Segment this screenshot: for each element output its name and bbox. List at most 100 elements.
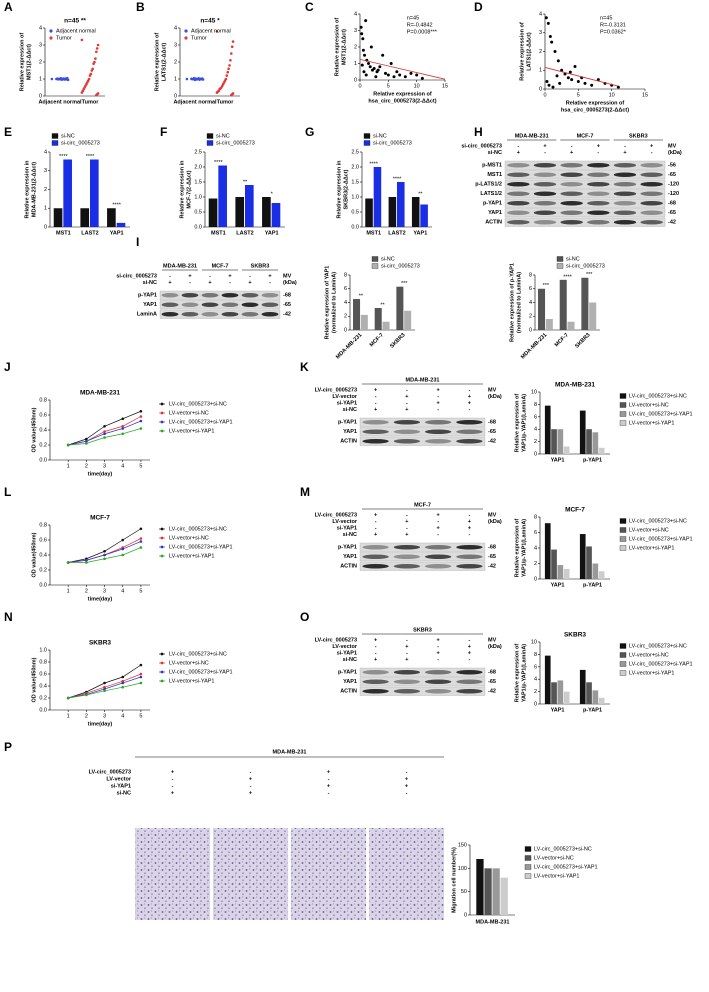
y-tick-label: 0.2 <box>39 442 47 448</box>
band-label: MST1 <box>487 172 502 178</box>
treatment-sign: + <box>248 280 251 286</box>
x-tick-label: MST1 <box>56 230 71 236</box>
bar <box>544 655 551 704</box>
annotation: R=-0.3131 <box>600 22 626 28</box>
data-point <box>556 59 560 63</box>
blot-band <box>425 554 452 560</box>
trendline <box>359 58 446 80</box>
y-tick-label: 4 <box>44 149 47 155</box>
data-point <box>415 73 419 77</box>
blot-band <box>560 219 583 225</box>
treatment-sign: - <box>189 280 191 286</box>
x-tick-label: 5 <box>139 588 142 594</box>
blot-strip <box>359 686 486 696</box>
treatment-sign: + <box>374 387 377 393</box>
data-point <box>403 75 407 79</box>
blot-band <box>456 429 483 435</box>
data-point <box>551 85 555 89</box>
data-point <box>85 439 88 443</box>
chart-title: SKBR3 <box>564 632 586 639</box>
band-mw: -65 <box>488 554 496 560</box>
legend-swatch <box>619 652 627 658</box>
panel-letter: C <box>305 0 314 14</box>
bar <box>90 159 99 227</box>
bar <box>107 208 116 227</box>
blot-strip <box>359 667 486 677</box>
x-tick-label: 10 <box>609 92 615 98</box>
migration-image <box>369 828 444 920</box>
significance: **** <box>393 176 402 182</box>
treatment-sign: - <box>468 387 470 393</box>
bar <box>567 321 575 330</box>
band-mw: -68 <box>488 420 496 426</box>
legend-marker <box>160 420 164 424</box>
y-tick-label: 0.8 <box>39 522 47 528</box>
bar <box>538 288 546 330</box>
legend-label: si-NC <box>373 133 387 139</box>
bar <box>218 165 227 227</box>
band-label: p-MST1 <box>482 163 502 169</box>
migration-image <box>135 828 210 920</box>
cell-line: MDA-MB-231 <box>406 377 440 383</box>
legend-swatch <box>619 402 627 408</box>
blot-band <box>507 162 530 168</box>
treatment-sign: + <box>374 532 377 538</box>
legend-swatch <box>524 864 532 870</box>
y-tick-label: 4 <box>529 300 532 306</box>
data-point <box>103 553 106 557</box>
y-tick-label: 1 <box>44 206 47 212</box>
x-axis-label: hsa_circ_0005273(2-ΔΔct) <box>561 107 629 113</box>
blot-band <box>613 191 637 197</box>
data-point <box>395 70 399 74</box>
blot-band <box>393 688 420 694</box>
legend-swatch <box>206 133 214 139</box>
data-point <box>96 43 100 47</box>
blot-band <box>425 669 452 675</box>
legend-label: si-NC <box>216 133 230 139</box>
bar <box>476 859 484 915</box>
y-tick-label: 2 <box>534 561 537 567</box>
legend-label: LV-circ_0005273+si-NC <box>169 526 227 532</box>
data-point <box>215 91 219 94</box>
x-tick-label: MCF-7 <box>554 332 570 348</box>
y-tick-label: 1 <box>354 61 357 67</box>
data-point <box>596 78 600 82</box>
treatment-sign: + <box>468 394 471 400</box>
treatment-sign: + <box>249 790 252 796</box>
blot-strip <box>504 217 666 227</box>
blot-band <box>587 181 610 187</box>
treatment-sign: - <box>406 769 408 775</box>
treatment-sign: - <box>517 143 519 149</box>
annotation: R=-0.4842 <box>407 22 433 28</box>
data-point <box>103 432 106 436</box>
blot-band <box>587 191 610 197</box>
treatment-label: LV-circ_0005273 <box>315 387 357 393</box>
y-tick-label: 0 <box>464 912 467 918</box>
blot-band <box>261 311 279 317</box>
blot-strip <box>504 160 666 170</box>
legend-label: LV-circ_0005273+si-NC <box>629 518 687 524</box>
blot-band <box>201 311 219 317</box>
data-point <box>121 424 125 428</box>
blot-band <box>640 210 663 216</box>
blot-band <box>640 181 663 187</box>
blot-band <box>640 219 663 225</box>
y-tick-label: 0 <box>534 451 537 457</box>
data-point <box>392 75 396 79</box>
band-mw: -65 <box>668 172 676 178</box>
y-axis-label: Relative expression of <box>514 519 520 578</box>
blot-band <box>362 669 389 675</box>
treatment-sign: - <box>437 519 439 525</box>
x-tick-label: 5 <box>387 83 390 89</box>
data-point <box>121 679 125 683</box>
bar <box>579 669 586 704</box>
y-axis-label: (normalized to LaminA) <box>516 272 522 333</box>
legend-swatch <box>619 661 627 667</box>
y-tick-label: 2 <box>44 187 47 193</box>
cell-line: SKBR3 <box>251 263 270 269</box>
y-tick-label: 0 <box>344 327 347 333</box>
y-axis-label: Relative expression of <box>514 394 520 453</box>
significance: ** <box>380 302 385 308</box>
y-tick-label: 0.4 <box>39 552 47 558</box>
band-label: p-YAP1 <box>138 293 157 299</box>
